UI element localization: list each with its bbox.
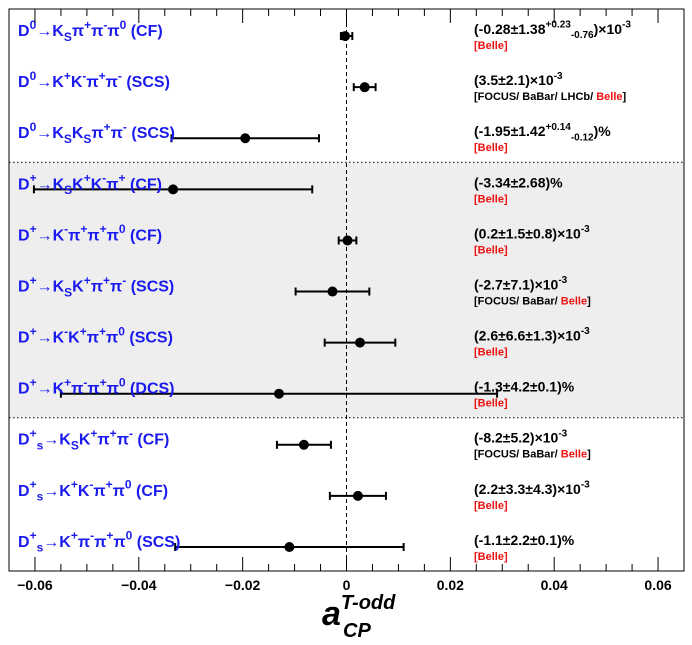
x-tick-label: −0.04 <box>121 577 157 593</box>
value-label-4: (0.2±1.5±0.8)×10-3 <box>474 224 590 241</box>
decay-label-5: D+→KSK+π+π- (SCS) <box>18 273 174 299</box>
value-label-0: (-0.28±1.38+0.23-0.76)×10-3 <box>474 20 631 42</box>
measurement-10 <box>174 541 405 552</box>
data-point <box>340 31 351 42</box>
decay-label-0: D0→KSπ+π-π0 (CF) <box>18 18 163 44</box>
decay-label-3: D+→KSK+K-π+ (CF) <box>18 171 162 197</box>
measurement-9 <box>328 490 387 501</box>
x-tick-label: −0.06 <box>17 577 53 593</box>
decay-label-6: D+→K-K+π+π0 (SCS) <box>18 324 173 346</box>
x-tick-label: 0.02 <box>437 577 464 593</box>
data-points <box>32 31 499 552</box>
measurement-6 <box>323 337 397 348</box>
reference-label-3: [Belle] <box>474 193 508 205</box>
reference-label-2: [Belle] <box>474 142 508 154</box>
measurement-7 <box>59 388 499 399</box>
decay-label-8: D+s→KSK+π+π- (CF) <box>18 427 169 453</box>
data-point <box>274 388 284 399</box>
decay-label-4: D+→K-π+π+π0 (CF) <box>18 222 162 244</box>
data-point <box>168 184 179 195</box>
measurement-5 <box>294 286 371 297</box>
reference-label-0: [Belle] <box>474 40 508 52</box>
value-label-10: (-1.1±2.2±0.1)% <box>474 532 575 548</box>
value-label-2: (-1.95±1.42+0.14-0.12)% <box>474 122 611 144</box>
x-axis-title: aT-odd CP <box>322 592 396 642</box>
reference-label-9: [Belle] <box>474 500 508 512</box>
data-point <box>298 439 309 450</box>
value-label-9: (2.2±3.3±4.3)×10-3 <box>474 480 590 497</box>
value-label-5: (-2.7±7.1)×10-3 <box>474 275 568 292</box>
measurement-3 <box>32 184 314 195</box>
data-point <box>359 82 370 93</box>
reference-label-5: [FOCUS/ BaBar/ Belle] <box>474 295 591 307</box>
decay-label-10: D+s→K+π-π+π0 (SCS) <box>18 529 180 555</box>
measurement-1 <box>352 82 377 93</box>
data-point <box>327 286 338 297</box>
value-label-7: (-1.3±4.2±0.1)% <box>474 379 575 395</box>
decay-label-1: D0→K+K-π+π- (SCS) <box>18 69 170 91</box>
measurement-4 <box>337 235 358 246</box>
reference-label-7: [Belle] <box>474 398 508 410</box>
data-point <box>284 541 295 552</box>
decay-label-7: D+→K+π-π+π0 (DCS) <box>18 375 175 397</box>
decay-label-9: D+s→K+K-π+π0 (CF) <box>18 478 168 504</box>
data-point <box>352 490 363 501</box>
data-point <box>240 133 251 144</box>
reference-label-10: [Belle] <box>474 551 508 563</box>
value-label-8: (-8.2±5.2)×10-3 <box>474 428 568 445</box>
value-label-3: (-3.34±2.68)% <box>474 174 563 190</box>
reference-label-1: [FOCUS/ BaBar/ LHCb/ Belle] <box>474 91 627 103</box>
reference-label-6: [Belle] <box>474 347 508 359</box>
x-tick-label: 0.04 <box>541 577 568 593</box>
decay-label-2: D0→KSKSπ+π- (SCS) <box>18 120 175 146</box>
reference-label-8: [FOCUS/ BaBar/ Belle] <box>474 449 591 461</box>
row-labels: D0→KSπ+π-π0 (CF) (-0.28±1.38+0.23-0.76)×1… <box>18 18 631 563</box>
measurement-8 <box>275 439 332 450</box>
data-point <box>342 235 353 246</box>
x-tick-label: −0.02 <box>225 577 261 593</box>
value-label-6: (2.6±6.6±1.3)×10-3 <box>474 326 590 343</box>
x-tick-label: 0.06 <box>644 577 671 593</box>
x-tick-label: 0 <box>343 577 351 593</box>
measurement-0 <box>339 31 354 42</box>
reference-label-4: [Belle] <box>474 244 508 256</box>
data-point <box>355 337 365 348</box>
x-axis-ticks: −0.06 −0.04 −0.02 0 0.02 0.04 0.06 <box>8 9 685 593</box>
value-label-1: (3.5±2.1)×10-3 <box>474 71 563 88</box>
measurement-2 <box>170 133 320 144</box>
